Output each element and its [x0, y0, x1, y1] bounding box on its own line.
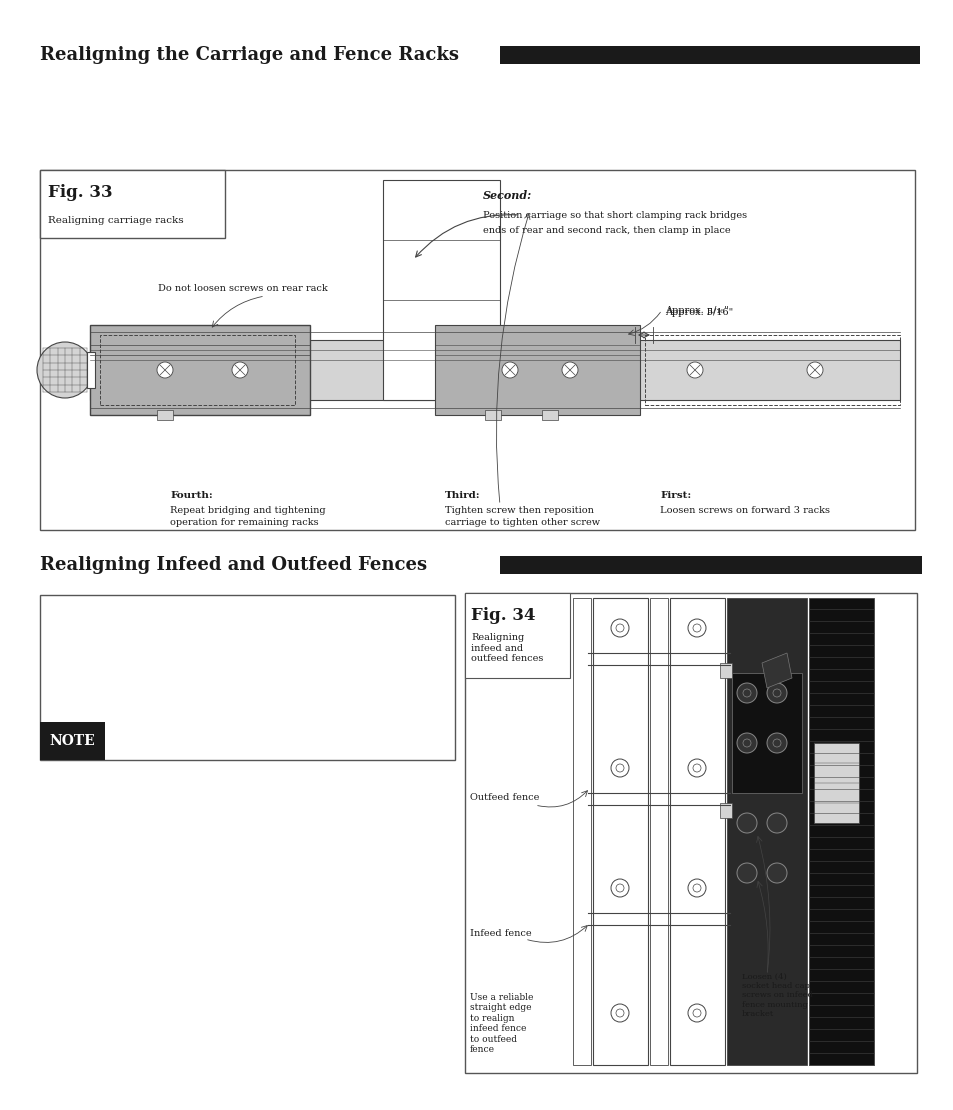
Text: Repeat bridging and tightening: Repeat bridging and tightening [170, 505, 325, 515]
Bar [499, 556, 921, 574]
Text: Use a reliable
straight edge
to realign
infeed fence
to outfeed
fence: Use a reliable straight edge to realign … [470, 993, 533, 1054]
Polygon shape [761, 653, 791, 688]
Bar [731, 673, 801, 793]
Bar [90, 325, 310, 415]
Circle shape [692, 624, 700, 632]
Bar [649, 598, 667, 1064]
Text: Infeed fence: Infeed fence [470, 928, 531, 938]
Bar [726, 598, 806, 1064]
Text: carriage to tighten other screw: carriage to tighten other screw [444, 517, 599, 526]
Text: Realigning carriage racks: Realigning carriage racks [48, 215, 183, 224]
Text: Realigning Infeed and Outfeed Fences: Realigning Infeed and Outfeed Fences [40, 556, 427, 574]
Circle shape [737, 733, 757, 753]
Circle shape [610, 759, 628, 777]
Circle shape [737, 813, 757, 832]
Text: First:: First: [659, 491, 691, 500]
Text: Realigning the Carriage and Fence Racks: Realigning the Carriage and Fence Racks [40, 46, 458, 64]
Circle shape [692, 764, 700, 771]
Circle shape [766, 813, 786, 832]
Circle shape [742, 689, 750, 697]
Text: Third:: Third: [444, 491, 480, 500]
Text: Fig. 33: Fig. 33 [48, 183, 112, 201]
Circle shape [561, 362, 578, 379]
Circle shape [772, 689, 781, 697]
Circle shape [737, 683, 757, 703]
Bar [644, 335, 899, 405]
Circle shape [37, 342, 92, 398]
Circle shape [686, 362, 702, 379]
Bar [541, 410, 558, 420]
Text: Position carriage so that short clamping rack bridges: Position carriage so that short clamping… [482, 211, 746, 220]
Bar [499, 46, 919, 64]
Text: Loosen screws on forward 3 racks: Loosen screws on forward 3 racks [659, 505, 829, 515]
Text: operation for remaining racks: operation for remaining racks [170, 517, 318, 526]
Circle shape [157, 362, 172, 379]
Text: Second:: Second: [482, 190, 532, 201]
Bar [573, 598, 590, 1064]
Text: Realigning
infeed and
outfeed fences: Realigning infeed and outfeed fences [471, 633, 543, 663]
Circle shape [616, 624, 623, 632]
Circle shape [610, 1005, 628, 1022]
Circle shape [610, 619, 628, 637]
Text: Outfeed fence: Outfeed fence [470, 794, 538, 803]
Text: NOTE: NOTE [49, 734, 94, 748]
Text: Fourth:: Fourth: [170, 491, 213, 500]
Bar [808, 598, 873, 1064]
Circle shape [806, 362, 822, 379]
Bar [484, 410, 500, 420]
Text: Loosen (4)
socket head cap
screws on infeed
fence mounting
bracket: Loosen (4) socket head cap screws on inf… [741, 973, 812, 1018]
Circle shape [687, 1005, 705, 1022]
Bar [90, 340, 899, 400]
Bar [40, 170, 225, 238]
Circle shape [692, 1009, 700, 1017]
Text: ends of rear and second rack, then clamp in place: ends of rear and second rack, then clamp… [482, 225, 730, 234]
Circle shape [616, 884, 623, 892]
Bar [435, 335, 629, 405]
Bar [100, 335, 294, 405]
Bar [464, 593, 569, 678]
Circle shape [692, 884, 700, 892]
Circle shape [737, 862, 757, 882]
Bar [464, 593, 916, 1073]
Bar [593, 598, 647, 1064]
Circle shape [687, 759, 705, 777]
Bar [813, 743, 858, 823]
Bar [87, 352, 95, 388]
Circle shape [742, 739, 750, 747]
Bar [720, 803, 731, 818]
Bar [720, 663, 731, 678]
Bar [40, 170, 914, 529]
Circle shape [616, 764, 623, 771]
Bar [40, 595, 455, 760]
Bar [40, 722, 105, 760]
Circle shape [687, 619, 705, 637]
Text: Fig. 34: Fig. 34 [471, 606, 535, 624]
Circle shape [766, 733, 786, 753]
Circle shape [772, 739, 781, 747]
Circle shape [610, 879, 628, 897]
Circle shape [232, 362, 248, 379]
Bar [435, 325, 639, 415]
Bar [382, 180, 499, 400]
Circle shape [616, 1009, 623, 1017]
Circle shape [766, 683, 786, 703]
Text: Do not loosen screws on rear rack: Do not loosen screws on rear rack [158, 283, 328, 293]
Bar [157, 410, 172, 420]
Circle shape [766, 862, 786, 882]
Text: Approx. µ/₁₆": Approx. µ/₁₆" [664, 305, 728, 314]
Text: Approx. 5/16": Approx. 5/16" [664, 307, 733, 316]
Circle shape [501, 362, 517, 379]
Bar [669, 598, 724, 1064]
Text: Tighten screw then reposition: Tighten screw then reposition [444, 505, 594, 515]
Circle shape [687, 879, 705, 897]
